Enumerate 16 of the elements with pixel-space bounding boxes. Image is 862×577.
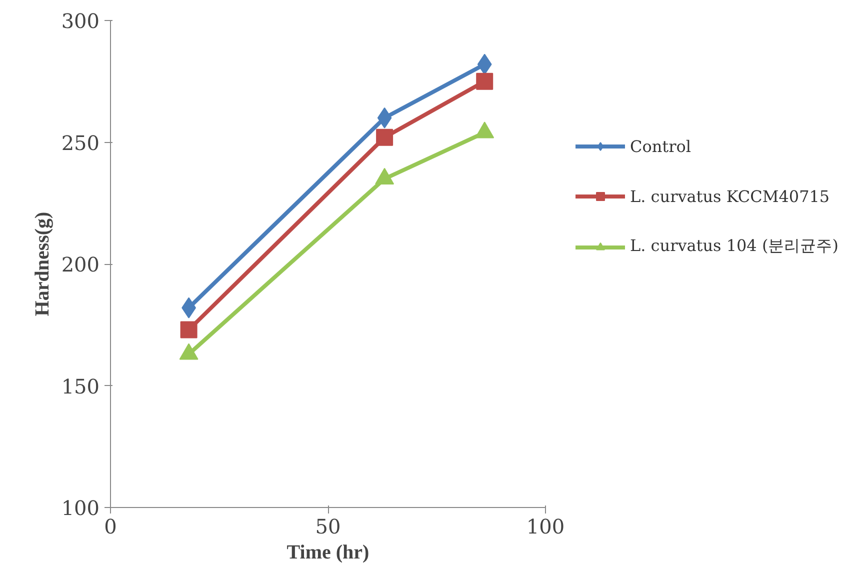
x-axis-title: Time (hr) [286, 542, 370, 564]
y-tick-label: 100 [61, 496, 100, 520]
y-tick-label: 200 [61, 252, 100, 276]
y-tick-label: 250 [61, 130, 100, 155]
legend-label: L. curvatus 104 (분리균주) [630, 236, 838, 257]
x-tick-label: 0 [104, 514, 117, 538]
y-tick-label: 300 [61, 9, 100, 33]
x-tick-label: 100 [526, 514, 565, 538]
point [180, 321, 198, 338]
legend-label: L. curvatus KCCM40715 [630, 186, 830, 206]
point [376, 128, 394, 146]
point [476, 72, 494, 90]
y-axis-title: Hardness(g) [31, 212, 54, 316]
y-tick-label: 150 [61, 374, 100, 398]
x-tick-label: 50 [315, 514, 341, 538]
legend-label: Control [630, 136, 692, 156]
